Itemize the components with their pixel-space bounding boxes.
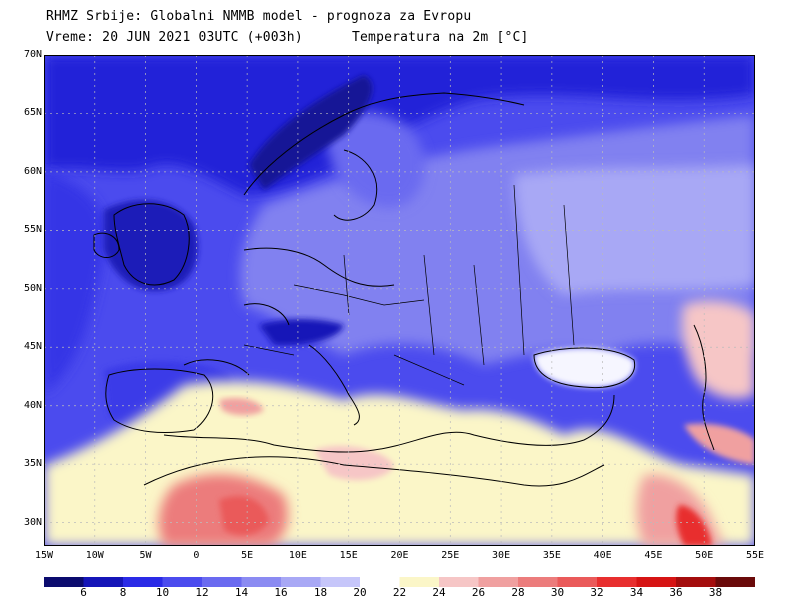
lon-label: 10E — [288, 550, 307, 561]
legend-value: 26 — [471, 586, 486, 599]
border-lines — [243, 184, 575, 386]
lat-label: 45N — [23, 341, 42, 353]
legend-value: 24 — [432, 586, 446, 599]
legend-swatch — [123, 577, 163, 587]
lon-label: 25E — [441, 550, 460, 561]
map-title: RHMZ Srbije: Globalni NMMB model - progn… — [46, 9, 472, 24]
legend-swatch — [478, 577, 519, 587]
coastline-north-africa — [143, 456, 605, 487]
lat-label: 60N — [23, 165, 42, 177]
lat-label: 35N — [23, 458, 42, 470]
lon-label: 5W — [139, 550, 152, 561]
temperature-map — [44, 55, 755, 546]
legend-value: 12 — [195, 586, 209, 599]
lon-label: 50E — [695, 550, 714, 561]
lon-label: 15E — [339, 550, 358, 561]
lon-label: 20E — [390, 550, 409, 561]
legend-value: 18 — [313, 586, 328, 599]
lon-label: 10W — [85, 550, 104, 561]
legend-swatch — [636, 577, 677, 587]
legend-value: 22 — [392, 586, 407, 599]
legend-value: 32 — [590, 586, 604, 599]
coastline-europe — [163, 92, 615, 453]
legend-value: 6 — [80, 586, 87, 599]
lat-label: 70N — [23, 49, 42, 60]
legend-swatch — [202, 577, 242, 587]
legend-value: 36 — [669, 586, 683, 599]
coastline-british-isles — [93, 203, 190, 286]
lat-label: 40N — [23, 399, 42, 411]
coastline-caspian — [693, 324, 715, 451]
legend-swatch — [320, 577, 361, 587]
color-legend — [44, 577, 755, 587]
legend-value: 14 — [234, 586, 249, 599]
legend-value: 10 — [155, 586, 170, 599]
legend-value: 8 — [119, 586, 127, 599]
legend-swatch — [44, 577, 84, 587]
lon-label: 30E — [492, 550, 511, 561]
lon-label: 35E — [542, 550, 561, 561]
legend-swatch — [597, 577, 637, 587]
lon-label: 15W — [34, 550, 54, 561]
norway-cold — [249, 75, 373, 190]
legend-swatch — [439, 577, 479, 587]
legend-swatch — [281, 577, 321, 587]
legend-swatch — [241, 577, 282, 587]
lat-label: 30N — [23, 516, 42, 528]
coastline-iberia — [105, 368, 214, 434]
forecast-time: Vreme: 20 JUN 2021 03UTC (+003h) — [46, 30, 303, 45]
lon-label: 55E — [745, 550, 765, 561]
lat-label: 55N — [23, 224, 42, 236]
legend-swatch — [518, 577, 558, 587]
coastline-italy — [308, 344, 360, 426]
legend-value: 38 — [708, 586, 723, 599]
legend-swatch — [162, 577, 203, 587]
lat-label: 65N — [23, 107, 42, 119]
legend-value: 30 — [550, 586, 565, 599]
legend-value: 16 — [274, 586, 288, 599]
lat-label: 50N — [23, 282, 42, 294]
legend-value: 34 — [629, 586, 644, 599]
lon-label: 0 — [193, 550, 200, 561]
legend-swatch — [399, 577, 440, 587]
legend-swatch — [715, 577, 755, 587]
legend-swatch — [360, 577, 400, 587]
legend-value: 28 — [511, 586, 525, 599]
legend-swatch — [676, 577, 716, 587]
lon-label: 40E — [593, 550, 612, 561]
variable-label: Temperatura na 2m [°C] — [352, 30, 529, 45]
lon-label: 5E — [241, 550, 254, 561]
legend-swatch — [83, 577, 124, 587]
coastline-black-sea — [533, 347, 636, 389]
legend-value: 20 — [353, 586, 367, 599]
legend-swatch — [557, 577, 598, 587]
gridlines — [44, 55, 755, 546]
lon-label: 45E — [644, 550, 663, 561]
